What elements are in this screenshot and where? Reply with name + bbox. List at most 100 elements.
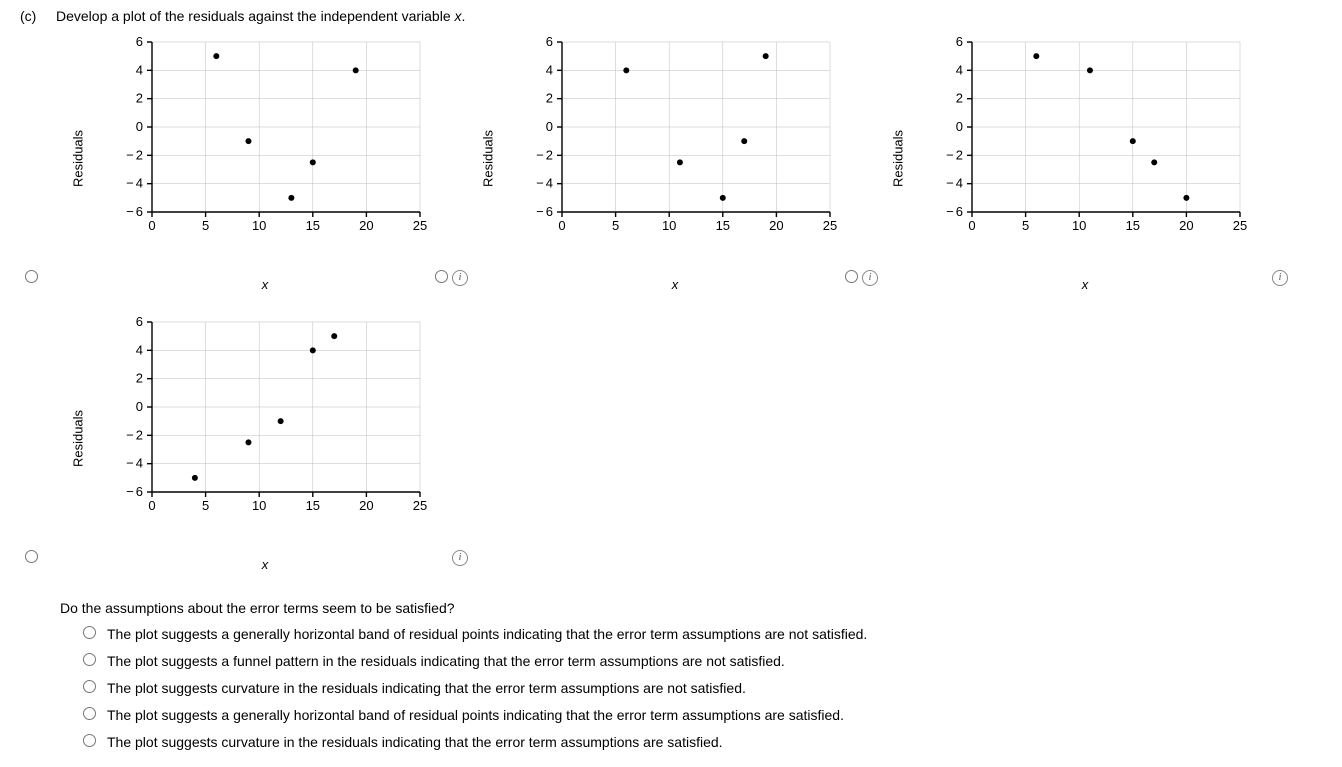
answer-radio-2[interactable] [83,653,96,666]
chart-option-c: Residuals x i 0 5 10 15 20 25 −6 −4 −2 0 2 4 6 [880,30,1290,290]
followup-section: Do the assumptions about the error terms… [60,600,1322,753]
svg-text:0: 0 [956,119,963,134]
scatter-chart: 0 5 10 15 20 25 −6 −4 −2 0 2 4 6 [504,32,844,242]
svg-text:20: 20 [769,218,783,233]
answer-options: The plot suggests a generally horizontal… [78,624,1322,753]
svg-text:0: 0 [546,119,553,134]
svg-text:25: 25 [413,498,427,513]
answer-option-3[interactable]: The plot suggests curvature in the resid… [78,678,1322,699]
svg-text:4: 4 [546,62,553,77]
svg-text:10: 10 [662,218,676,233]
answer-text-4: The plot suggests a generally horizontal… [107,705,844,726]
svg-text:−6: −6 [126,204,143,219]
chart-radio-c[interactable] [845,270,858,283]
svg-text:10: 10 [252,218,266,233]
svg-text:−2: −2 [126,427,143,442]
svg-text:20: 20 [359,498,373,513]
svg-text:5: 5 [1022,218,1029,233]
svg-text:2: 2 [136,371,143,386]
chart-option-b: Residuals x i 0 5 10 15 20 25 −6 −4 −2 0 2 4 6 [470,30,880,290]
svg-text:0: 0 [968,218,975,233]
x-axis-label: x [262,277,269,292]
svg-text:15: 15 [716,218,730,233]
scatter-chart: 0 5 10 15 20 25 −6 −4 −2 0 2 4 6 [914,32,1254,242]
info-icon[interactable]: i [452,270,468,286]
svg-text:15: 15 [1126,218,1140,233]
chart-options-row-1: Residuals x i 0510152025−6−4−20246 Resid… [60,30,1322,290]
svg-text:−2: −2 [536,147,553,162]
svg-text:4: 4 [136,62,143,77]
svg-text:25: 25 [1233,218,1247,233]
y-axis-label: Residuals [481,130,496,187]
svg-text:4: 4 [956,62,963,77]
svg-text:−6: −6 [536,204,553,219]
y-axis-label: Residuals [891,130,906,187]
info-icon[interactable]: i [452,550,468,566]
chart-radio-d[interactable] [25,550,38,563]
svg-text:0: 0 [558,218,565,233]
answer-option-2[interactable]: The plot suggests a funnel pattern in th… [78,651,1322,672]
svg-text:−6: −6 [946,204,963,219]
chart-radio-b[interactable] [435,270,448,283]
part-label: (c) [20,8,44,24]
svg-text:6: 6 [136,34,143,49]
answer-radio-3[interactable] [83,680,96,693]
svg-text:2: 2 [956,91,963,106]
svg-text:−2: −2 [946,147,963,162]
prompt-variable: x [455,8,462,24]
info-icon[interactable]: i [1272,270,1288,286]
chart-option-d: Residuals x i 0 5 10 15 20 25 −6 −4 −2 0 2 4 6 [60,310,470,570]
answer-radio-5[interactable] [83,734,96,747]
followup-prompt: Do the assumptions about the error terms… [60,600,1322,616]
svg-text:2: 2 [546,91,553,106]
svg-text:25: 25 [413,218,427,233]
scatter-chart: 0 5 10 15 20 25 −6 −4 −2 0 2 4 6 [94,312,434,522]
svg-text:0: 0 [148,498,155,513]
answer-option-1[interactable]: The plot suggests a generally horizontal… [78,624,1322,645]
svg-text:20: 20 [359,218,373,233]
svg-text:−4: −4 [536,176,553,191]
svg-text:−4: −4 [126,456,143,471]
svg-text:6: 6 [956,34,963,49]
svg-text:4: 4 [136,342,143,357]
svg-text:6: 6 [546,34,553,49]
answer-text-5: The plot suggests curvature in the resid… [107,732,723,753]
svg-text:20: 20 [1179,218,1193,233]
svg-text:15: 15 [306,218,320,233]
answer-option-5[interactable]: The plot suggests curvature in the resid… [78,732,1322,753]
answer-text-2: The plot suggests a funnel pattern in th… [107,651,785,672]
svg-text:5: 5 [612,218,619,233]
prompt-prefix: Develop a plot of the residuals against … [56,8,455,24]
prompt-suffix: . [462,8,466,24]
svg-text:−6: −6 [126,484,143,499]
x-axis-label: x [1082,277,1089,292]
x-axis-label: x [262,557,269,572]
chart-radio-a[interactable] [25,270,38,283]
svg-text:15: 15 [306,498,320,513]
svg-text:5: 5 [202,218,209,233]
answer-text-1: The plot suggests a generally horizontal… [107,624,867,645]
svg-text:0: 0 [148,218,155,233]
svg-text:−4: −4 [126,176,143,191]
x-axis-label: x [672,277,679,292]
y-axis-label: Residuals [71,130,86,187]
svg-text:6: 6 [136,314,143,329]
chart-option-a: Residuals x i 0 5 10 15 20 25 −6 −4 −2 0 2 4 6 [60,30,470,290]
answer-radio-4[interactable] [83,707,96,720]
svg-text:2: 2 [136,91,143,106]
svg-text:5: 5 [202,498,209,513]
info-icon[interactable]: i [862,270,878,286]
answer-text-3: The plot suggests curvature in the resid… [107,678,746,699]
y-axis-label: Residuals [71,410,86,467]
answer-option-4[interactable]: The plot suggests a generally horizontal… [78,705,1322,726]
svg-text:−2: −2 [126,147,143,162]
svg-text:0: 0 [136,399,143,414]
answer-radio-1[interactable] [83,626,96,639]
svg-text:0: 0 [136,119,143,134]
svg-text:25: 25 [823,218,837,233]
svg-text:−4: −4 [946,176,963,191]
svg-text:10: 10 [252,498,266,513]
chart-options-row-2: Residuals x i 0 5 10 15 20 25 −6 −4 −2 0 2 4 6 [60,310,1322,570]
question-prompt-row: (c) Develop a plot of the residuals agai… [20,8,1322,24]
svg-text:10: 10 [1072,218,1086,233]
